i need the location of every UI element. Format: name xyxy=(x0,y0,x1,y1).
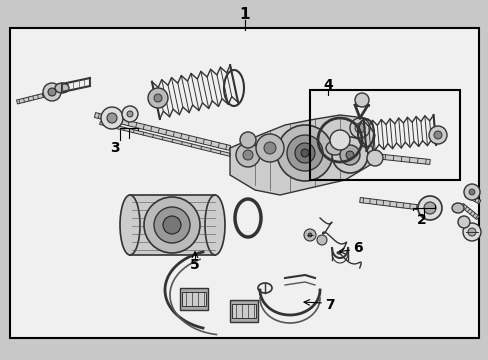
Polygon shape xyxy=(229,115,374,195)
Ellipse shape xyxy=(120,195,140,255)
Circle shape xyxy=(101,107,123,129)
Circle shape xyxy=(256,134,284,162)
Bar xyxy=(182,292,205,306)
Circle shape xyxy=(154,207,190,243)
Circle shape xyxy=(143,197,200,253)
Polygon shape xyxy=(464,193,480,204)
Circle shape xyxy=(316,235,326,245)
Bar xyxy=(229,300,258,322)
Circle shape xyxy=(43,83,61,101)
Text: 6: 6 xyxy=(352,241,362,255)
Text: 3: 3 xyxy=(110,141,120,155)
Circle shape xyxy=(286,135,323,171)
Circle shape xyxy=(122,106,138,122)
Circle shape xyxy=(417,196,441,220)
Text: 5: 5 xyxy=(190,258,200,272)
Bar xyxy=(309,90,459,180)
Circle shape xyxy=(331,137,367,173)
Polygon shape xyxy=(364,153,429,165)
Circle shape xyxy=(127,111,133,117)
Circle shape xyxy=(301,149,308,157)
Polygon shape xyxy=(359,198,439,212)
Circle shape xyxy=(264,142,275,154)
Text: 1: 1 xyxy=(239,6,250,22)
Circle shape xyxy=(428,126,446,144)
Circle shape xyxy=(240,132,256,148)
Ellipse shape xyxy=(325,141,343,155)
Circle shape xyxy=(349,118,369,138)
Polygon shape xyxy=(460,203,478,220)
Circle shape xyxy=(457,216,469,228)
Circle shape xyxy=(294,143,314,163)
Polygon shape xyxy=(100,122,235,157)
Polygon shape xyxy=(94,113,230,150)
Circle shape xyxy=(463,184,479,200)
Circle shape xyxy=(468,189,474,195)
Circle shape xyxy=(154,94,162,102)
Circle shape xyxy=(304,229,315,241)
Circle shape xyxy=(433,131,441,139)
Circle shape xyxy=(467,228,475,236)
Circle shape xyxy=(236,143,260,167)
Circle shape xyxy=(307,233,311,237)
Ellipse shape xyxy=(204,195,224,255)
Circle shape xyxy=(366,150,382,166)
Ellipse shape xyxy=(451,203,463,213)
Circle shape xyxy=(423,202,435,214)
Circle shape xyxy=(339,145,359,165)
Circle shape xyxy=(243,150,252,160)
Circle shape xyxy=(163,216,181,234)
Circle shape xyxy=(276,125,332,181)
Bar xyxy=(130,195,215,255)
Bar xyxy=(231,304,256,318)
Text: 4: 4 xyxy=(323,78,332,92)
Text: 2: 2 xyxy=(416,213,426,227)
Circle shape xyxy=(354,123,364,133)
Ellipse shape xyxy=(55,83,69,93)
Circle shape xyxy=(148,88,168,108)
Polygon shape xyxy=(17,93,45,104)
Circle shape xyxy=(48,88,56,96)
Circle shape xyxy=(354,93,368,107)
Circle shape xyxy=(107,113,117,123)
Bar xyxy=(10,28,478,338)
Bar xyxy=(180,288,207,310)
Circle shape xyxy=(346,151,353,159)
Text: 7: 7 xyxy=(325,298,334,312)
Circle shape xyxy=(329,130,349,150)
Circle shape xyxy=(462,223,480,241)
